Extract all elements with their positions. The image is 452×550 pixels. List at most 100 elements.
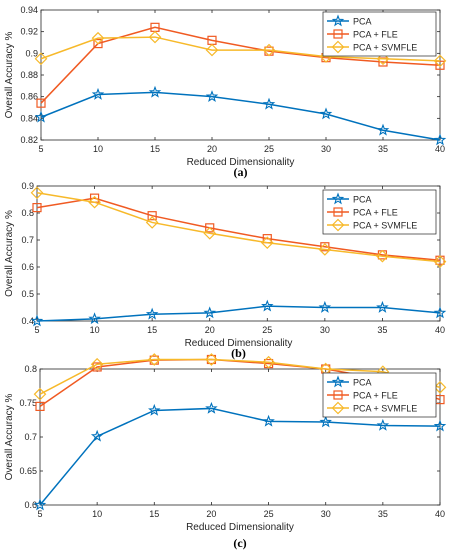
data-point xyxy=(319,415,332,428)
legend-label: PCA + FLE xyxy=(353,391,398,401)
legend-marker xyxy=(331,14,345,27)
x-tick-label: 5 xyxy=(34,325,39,335)
x-tick-label: 20 xyxy=(207,144,217,154)
x-tick-label: 30 xyxy=(320,325,330,335)
y-tick-label: 0.8 xyxy=(21,208,34,218)
y-tick-label: 0.65 xyxy=(19,466,37,476)
x-tick-label: 15 xyxy=(149,509,159,519)
series-pca xyxy=(33,401,447,511)
series-line xyxy=(40,91,441,141)
y-axis-label: Overall Accuracy % xyxy=(4,32,15,119)
y-tick-label: 0.94 xyxy=(20,5,38,15)
x-tick-label: 5 xyxy=(37,509,42,519)
x-tick-label: 25 xyxy=(264,509,274,519)
plot-frame xyxy=(36,185,441,322)
data-point xyxy=(320,242,330,252)
y-axis-label: Overall Accuracy % xyxy=(4,394,15,481)
data-point xyxy=(261,299,274,312)
x-tick-label: 20 xyxy=(206,509,216,519)
data-point xyxy=(205,223,215,233)
x-tick-label: 30 xyxy=(321,509,331,519)
data-point xyxy=(319,107,333,120)
x-tick-label: 25 xyxy=(264,144,274,154)
legend-marker xyxy=(333,207,343,217)
data-point xyxy=(205,90,219,102)
x-tick-label: 40 xyxy=(435,325,445,335)
x-tick-label: 30 xyxy=(321,144,331,154)
data-point xyxy=(260,236,274,250)
x-axis-label: Reduced Dimensionality xyxy=(186,522,294,533)
data-point xyxy=(90,357,104,371)
series-line xyxy=(40,36,441,62)
legend: PCA PCA + FLE PCA + SVMFLE xyxy=(322,11,437,57)
data-point xyxy=(91,31,105,45)
data-point xyxy=(376,418,390,431)
legend-label: PCA xyxy=(353,378,372,388)
y-tick-label: 0.7 xyxy=(21,235,34,245)
data-point xyxy=(318,243,332,256)
data-point xyxy=(205,353,218,366)
data-point xyxy=(91,87,105,100)
data-point xyxy=(30,186,44,200)
data-point xyxy=(262,43,276,57)
series-line xyxy=(36,305,441,322)
y-tick-label: 0.4 xyxy=(21,316,34,326)
legend-marker xyxy=(331,40,345,54)
data-point xyxy=(145,307,159,320)
series-pca xyxy=(30,299,447,327)
legend: PCA PCA + FLE PCA + SVMFLE xyxy=(322,372,437,418)
data-point xyxy=(262,97,276,110)
data-point xyxy=(33,498,47,511)
y-tick-label: 0.84 xyxy=(20,113,38,123)
y-tick-label: 0.8 xyxy=(24,364,37,374)
x-axis-label: Reduced Dimensionality xyxy=(185,338,293,349)
chart-panel-1: 5 10 15 20 25 30 35 40 0.82 0.84 0.86 0.88 0.9 0.92 0.… xyxy=(4,5,447,179)
legend-marker xyxy=(333,390,343,400)
data-point xyxy=(30,314,44,327)
y-tick-label: 0.92 xyxy=(20,27,38,37)
x-tick-label: 15 xyxy=(147,325,157,335)
legend-label: PCA + FLE xyxy=(353,208,398,218)
data-point xyxy=(433,306,447,319)
data-point xyxy=(35,401,45,411)
data-point xyxy=(205,401,218,414)
chart-panel-3: 5 10 15 20 25 30 35 40 0.6 0.65 0.7 0.75 0.8 Reduced … xyxy=(4,353,447,550)
x-axis-label: Reduced Dimensionality xyxy=(187,157,295,168)
series-line xyxy=(36,192,441,263)
legend: PCA PCA + FLE PCA + SVMFLE xyxy=(322,189,437,235)
legend-label: PCA + SVMFLE xyxy=(353,221,417,231)
y-tick-label: 0.6 xyxy=(24,500,37,510)
x-tick-label: 15 xyxy=(150,144,160,154)
data-point xyxy=(33,387,47,401)
x-tick-label: 35 xyxy=(377,325,387,335)
data-point xyxy=(435,60,445,70)
series-line xyxy=(39,358,441,395)
panel-caption: (a) xyxy=(234,165,248,179)
data-point xyxy=(376,123,390,136)
data-point xyxy=(36,98,46,108)
data-point xyxy=(318,300,332,313)
panel-caption: (c) xyxy=(233,536,246,550)
data-point xyxy=(34,52,48,66)
data-point xyxy=(376,249,389,263)
series-line xyxy=(36,197,441,261)
x-tick-label: 35 xyxy=(378,509,388,519)
data-point xyxy=(376,52,390,66)
data-point xyxy=(148,403,161,416)
data-point xyxy=(148,30,162,44)
data-point xyxy=(34,110,48,123)
panel-caption: (b) xyxy=(231,346,246,360)
data-point xyxy=(205,43,219,57)
legend-marker xyxy=(331,218,345,232)
y-tick-label: 0.86 xyxy=(20,92,38,102)
data-point xyxy=(147,211,157,221)
data-point xyxy=(376,300,389,313)
data-point xyxy=(262,355,275,369)
x-tick-label: 5 xyxy=(38,144,43,154)
data-point xyxy=(145,216,159,229)
legend-label: PCA xyxy=(353,17,372,27)
data-point xyxy=(147,353,161,366)
y-tick-label: 0.5 xyxy=(21,289,34,299)
legend-marker xyxy=(331,192,345,205)
